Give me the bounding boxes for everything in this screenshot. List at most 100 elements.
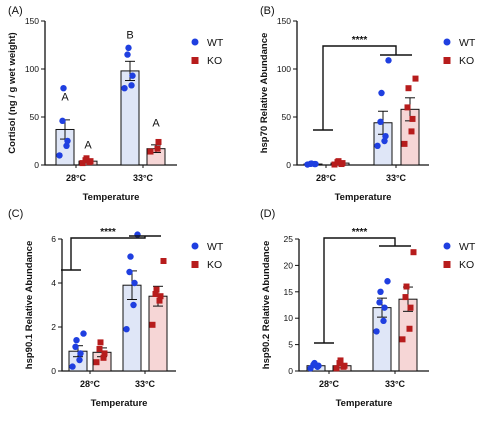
y-tick-label: 5 — [288, 340, 293, 350]
legend: WT KO — [191, 241, 224, 271]
data-point-wt — [73, 337, 80, 344]
y-axis-title: hsp70 Relative Abundance — [259, 33, 270, 154]
data-point-wt — [60, 85, 67, 92]
group-letter: A — [152, 118, 160, 130]
data-point-ko — [156, 297, 163, 304]
legend-ko-marker — [191, 261, 199, 268]
data-point-wt — [56, 152, 63, 159]
data-point-wt — [134, 231, 141, 238]
data-point-wt — [127, 253, 134, 260]
y-axis-title: hsp90.2 Relative Abundance — [261, 241, 272, 369]
data-point-ko — [409, 115, 416, 122]
x-tick-label: 28°C — [66, 173, 87, 183]
x-axis-title: Temperature — [83, 192, 140, 203]
data-point-wt — [128, 82, 135, 89]
data-point-wt — [377, 118, 384, 126]
data-point-ko — [410, 249, 417, 256]
data-point-ko — [408, 128, 415, 135]
chart-panel-1: (A) 0 50 100 150 Cortisol (ng / g wet weight)… — [7, 5, 224, 203]
data-point-ko — [149, 321, 156, 328]
data-point-wt — [380, 317, 387, 325]
data-point-wt — [72, 343, 79, 350]
data-point-ko — [154, 145, 161, 152]
legend-wt-label: WT — [459, 37, 476, 49]
data-point-ko — [341, 362, 348, 369]
data-point-wt — [376, 299, 383, 306]
y-tick-label: 150 — [277, 16, 291, 26]
x-tick-label: 28°C — [319, 379, 340, 389]
y-axis-title: hsp90.1 Relative Abundance — [24, 241, 35, 369]
data-point-wt — [130, 301, 137, 309]
legend: WT KO — [443, 37, 476, 67]
data-point-ko — [157, 293, 164, 300]
data-point-ko — [403, 283, 410, 290]
data-point-wt — [126, 268, 133, 276]
data-point-ko — [155, 138, 162, 145]
y-tick-label: 25 — [284, 234, 294, 244]
data-point-wt — [384, 278, 391, 285]
data-point-wt — [131, 279, 138, 287]
x-tick-label: 33°C — [385, 379, 406, 389]
data-point-ko — [406, 325, 413, 332]
legend-wt-label: WT — [459, 241, 476, 253]
data-point-wt — [377, 288, 384, 295]
y-tick-label: 0 — [51, 366, 56, 376]
chart-panel-3: (C) 0 2 4 6 hsp90.1 Relative Abundance 28°C 33°… — [8, 208, 224, 409]
data-point-ko — [405, 85, 412, 92]
data-point-ko — [96, 346, 103, 352]
panel-label: (B) — [260, 5, 275, 17]
significance-label: **** — [100, 227, 116, 238]
data-point-wt — [381, 137, 388, 145]
data-point-wt — [381, 304, 388, 311]
y-tick-label: 15 — [284, 287, 294, 297]
data-point-ko — [93, 359, 100, 366]
legend-ko-label: KO — [459, 55, 474, 67]
y-tick-label: 6 — [51, 234, 56, 244]
x-tick-label: 33°C — [386, 173, 407, 183]
chart-panel-4: (D) 0 5 10 15 20 25 hsp90.2 Relative Abundance 2… — [260, 208, 476, 409]
x-tick-label: 28°C — [316, 173, 337, 183]
group-letter: A — [84, 140, 92, 152]
legend-ko-label: KO — [459, 259, 474, 271]
data-point-wt — [123, 326, 130, 333]
data-point-ko — [152, 291, 159, 297]
data-point-ko — [402, 294, 409, 301]
data-point-ko — [147, 148, 154, 155]
data-point-ko — [101, 350, 108, 357]
y-tick-label: 50 — [30, 112, 40, 122]
x-tick-label: 28°C — [80, 379, 101, 389]
y-tick-label: 50 — [282, 112, 292, 122]
data-point-wt — [63, 142, 70, 149]
x-axis-title: Temperature — [335, 192, 392, 203]
data-point-ko — [404, 104, 411, 111]
x-tick-label: 33°C — [133, 173, 154, 183]
data-point-ko — [339, 160, 346, 167]
x-axis-title: Temperature — [336, 398, 393, 409]
data-point-wt — [64, 137, 71, 145]
y-tick-label: 100 — [277, 64, 291, 74]
data-point-ko — [153, 286, 160, 293]
data-point-wt — [121, 85, 128, 92]
x-tick-label: 33°C — [135, 379, 156, 389]
data-point-wt — [374, 142, 381, 149]
chart-panel-2: (B) 0 50 100 150 hsp70 Relative Abundance 28°C… — [259, 5, 476, 203]
y-axis-title: Cortisol (ng / g wet weight) — [7, 32, 18, 153]
data-point-ko — [160, 258, 167, 264]
bar-ko — [148, 295, 168, 372]
data-point-ko — [335, 158, 342, 165]
significance-bracket — [70, 236, 146, 270]
y-tick-label: 0 — [286, 160, 291, 170]
data-point-ko — [83, 155, 90, 162]
panel-label: (A) — [8, 5, 23, 17]
legend-wt-marker — [443, 242, 451, 250]
data-point-wt — [59, 117, 66, 125]
data-point-wt — [124, 51, 131, 58]
legend: WT KO — [443, 241, 476, 271]
y-tick-label: 0 — [34, 160, 39, 170]
group-letter: B — [126, 29, 133, 41]
legend-ko-label: KO — [207, 259, 222, 271]
significance-label: **** — [352, 35, 368, 46]
data-point-wt — [311, 359, 318, 367]
legend-ko-marker — [191, 57, 199, 64]
legend-wt-label: WT — [207, 37, 224, 49]
